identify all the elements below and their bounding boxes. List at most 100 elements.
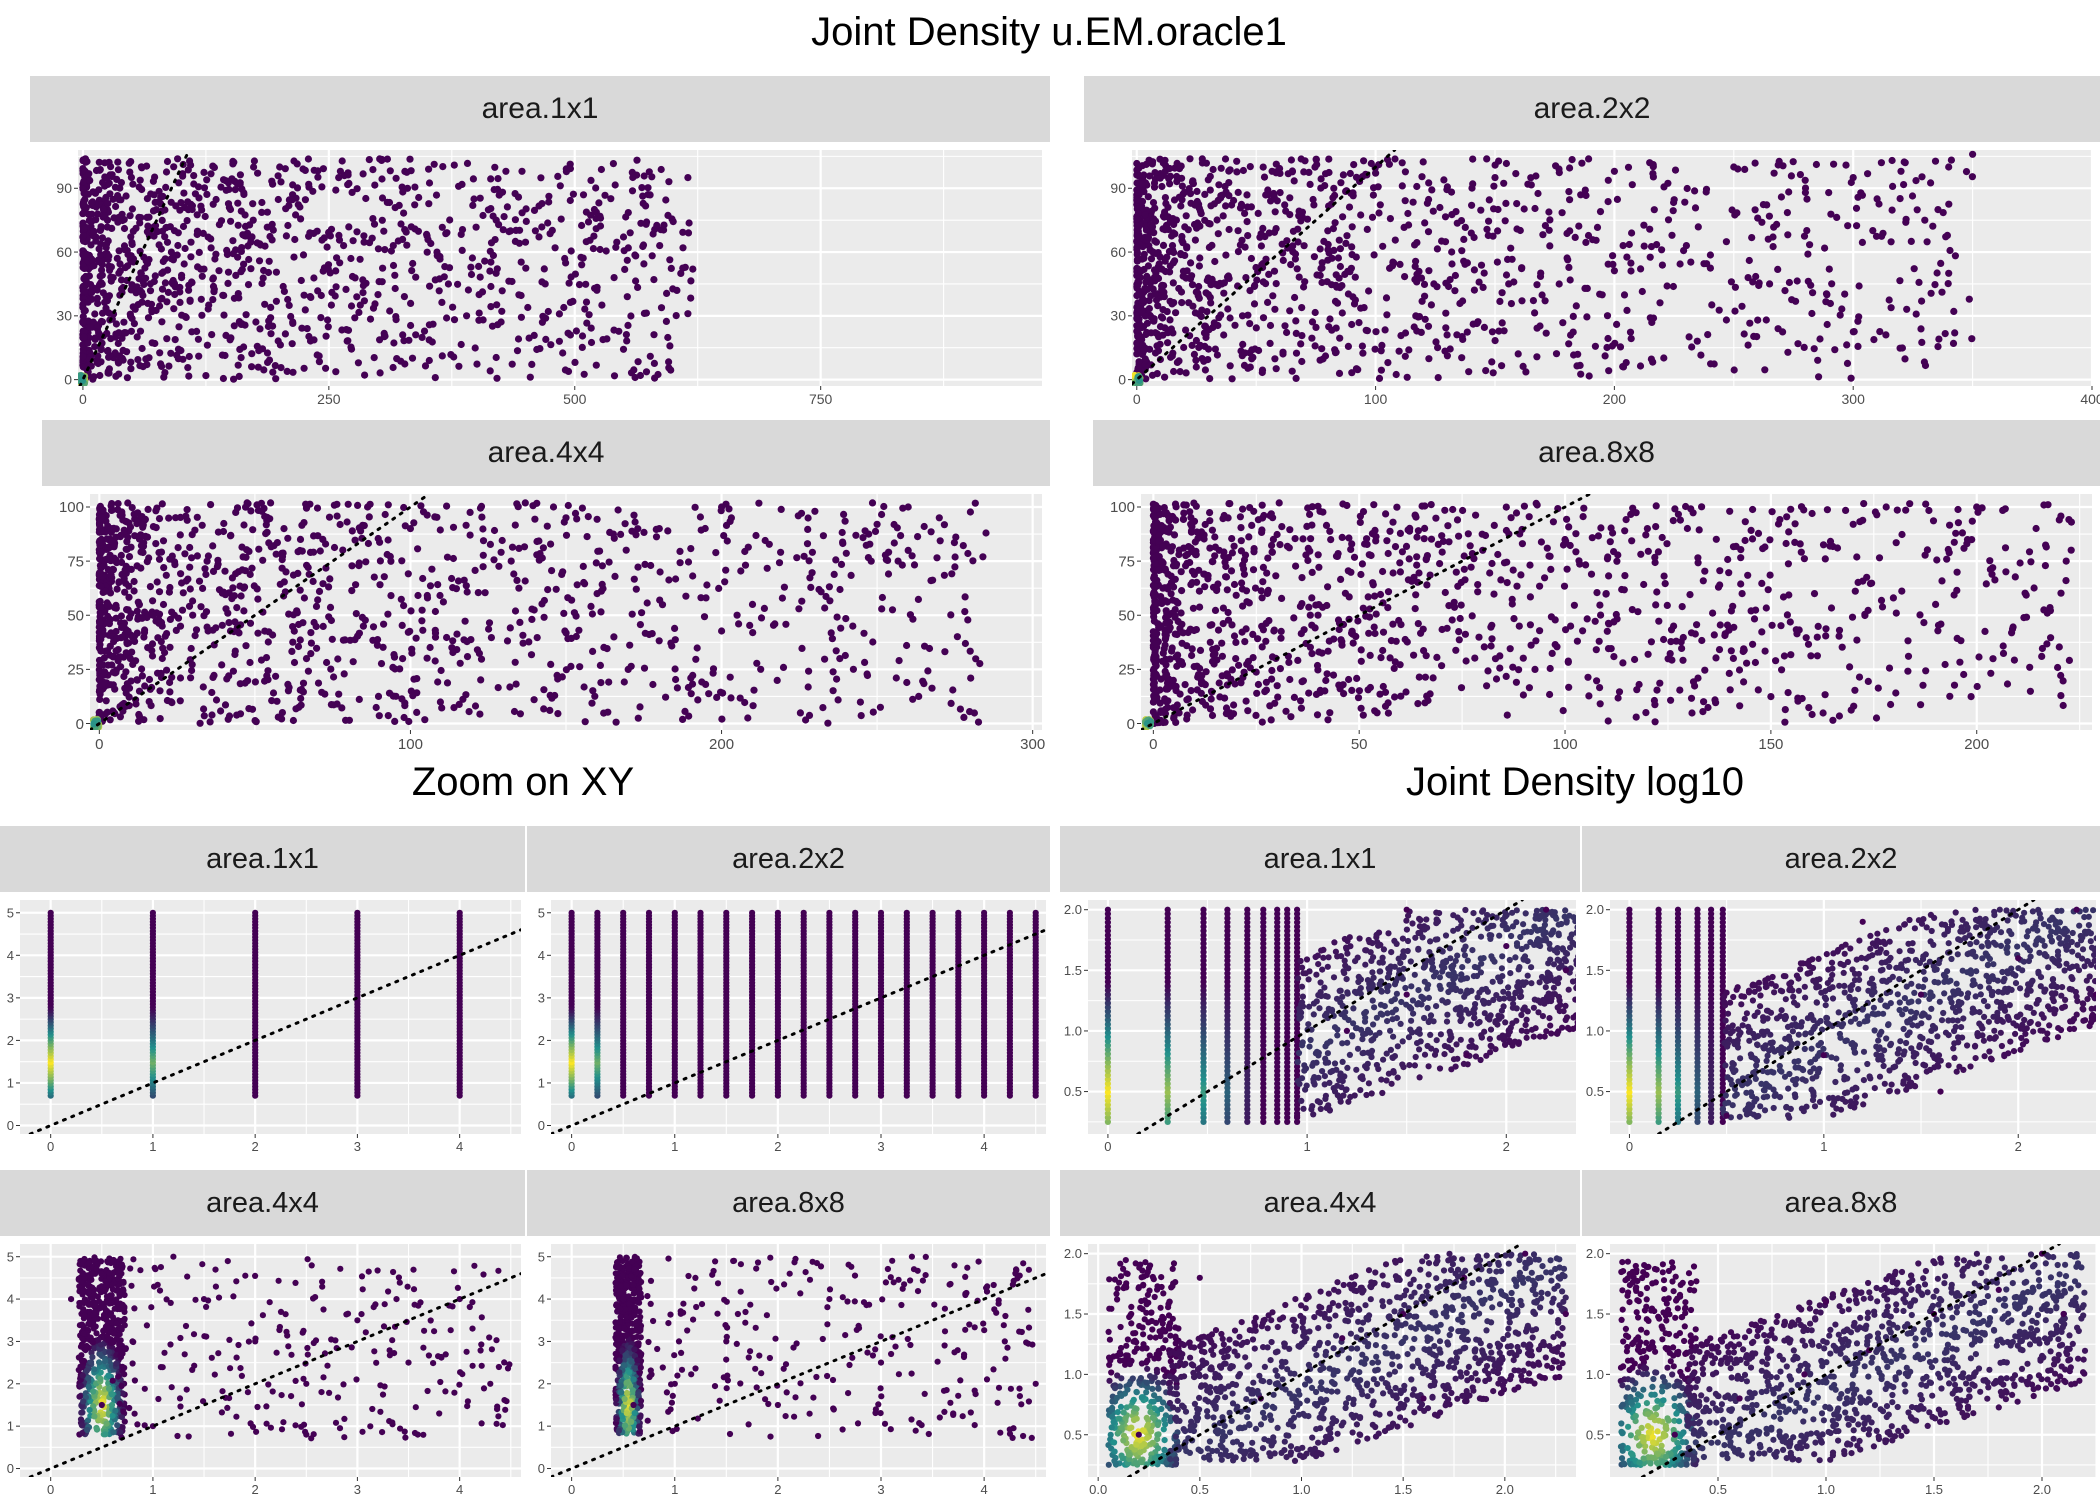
data-point <box>108 538 115 545</box>
data-point <box>1929 223 1936 230</box>
data-point <box>1526 513 1533 520</box>
data-point <box>245 705 252 712</box>
data-point <box>165 363 172 370</box>
data-point <box>1461 566 1468 573</box>
data-point <box>540 686 547 693</box>
data-point <box>1399 159 1406 166</box>
data-point <box>1217 311 1224 318</box>
data-point <box>1412 312 1419 319</box>
data-point <box>1623 359 1630 366</box>
data-point <box>289 340 296 347</box>
data-point <box>1565 188 1572 195</box>
data-point <box>1164 329 1171 336</box>
data-point <box>869 499 876 506</box>
data-point <box>1451 287 1458 294</box>
data-point <box>242 554 249 561</box>
data-point <box>223 675 230 682</box>
data-point <box>1647 314 1654 321</box>
data-point <box>370 623 377 630</box>
data-point <box>656 242 663 249</box>
data-point <box>957 706 964 713</box>
data-point <box>1575 223 1582 230</box>
data-point <box>477 274 484 281</box>
data-point <box>1192 357 1199 364</box>
data-point <box>175 544 182 551</box>
data-point <box>108 571 115 578</box>
data-point <box>189 597 196 604</box>
data-point <box>1187 190 1194 197</box>
data-point <box>1922 667 1929 674</box>
data-point <box>355 562 362 569</box>
data-point <box>1332 298 1339 305</box>
data-point <box>352 581 359 588</box>
data-point <box>535 537 542 544</box>
data-point <box>864 670 871 677</box>
data-point <box>154 578 161 585</box>
data-point <box>392 285 399 292</box>
data-point <box>1556 280 1563 287</box>
data-point <box>562 259 569 266</box>
data-point <box>1391 155 1398 162</box>
data-point <box>2063 558 2070 565</box>
data-point <box>666 342 673 349</box>
data-point <box>269 236 276 243</box>
data-point <box>1498 362 1505 369</box>
y-tick-label: 60 <box>56 244 72 260</box>
data-point <box>1821 245 1828 252</box>
data-point <box>405 718 412 725</box>
data-point <box>753 660 760 667</box>
data-point <box>1787 651 1794 658</box>
data-point <box>198 206 205 213</box>
data-point <box>98 661 105 668</box>
data-point <box>1801 555 1808 562</box>
data-point <box>1752 659 1759 666</box>
data-point <box>1239 506 1246 513</box>
data-point <box>219 622 226 629</box>
data-point <box>432 608 439 615</box>
data-point <box>1231 322 1238 329</box>
data-point <box>1898 531 1905 538</box>
data-point <box>2044 501 2051 508</box>
data-point <box>579 332 586 339</box>
data-point <box>489 323 496 330</box>
data-point <box>718 503 725 510</box>
data-point <box>254 585 261 592</box>
data-point <box>567 663 574 670</box>
data-point <box>1521 503 1528 510</box>
data-point <box>357 302 364 309</box>
data-point <box>665 178 672 185</box>
data-point <box>291 236 298 243</box>
x-tick-label: 200 <box>1603 391 1627 407</box>
data-point <box>499 537 506 544</box>
data-point <box>149 597 156 604</box>
data-point <box>419 607 426 614</box>
data-point <box>112 203 119 210</box>
data-point <box>1428 186 1435 193</box>
data-point <box>282 568 289 575</box>
data-point <box>1421 525 1428 532</box>
data-point <box>1290 228 1297 235</box>
data-point <box>1218 165 1225 172</box>
data-point <box>557 182 564 189</box>
data-point <box>647 353 654 360</box>
data-point <box>1488 635 1495 642</box>
data-point <box>186 544 193 551</box>
data-point <box>1445 283 1452 290</box>
data-point <box>1628 335 1635 342</box>
data-point <box>1488 642 1495 649</box>
data-point <box>344 181 351 188</box>
data-point <box>424 655 431 662</box>
data-point <box>528 361 535 368</box>
data-point <box>1543 330 1550 337</box>
data-point <box>145 506 152 513</box>
data-point <box>210 274 217 281</box>
data-point <box>207 501 214 508</box>
data-point <box>522 239 529 246</box>
data-point <box>528 606 535 613</box>
data-point <box>679 229 686 236</box>
data-point <box>208 711 215 718</box>
data-point <box>385 536 392 543</box>
data-point <box>380 621 387 628</box>
data-point <box>819 704 826 711</box>
data-point <box>513 577 520 584</box>
